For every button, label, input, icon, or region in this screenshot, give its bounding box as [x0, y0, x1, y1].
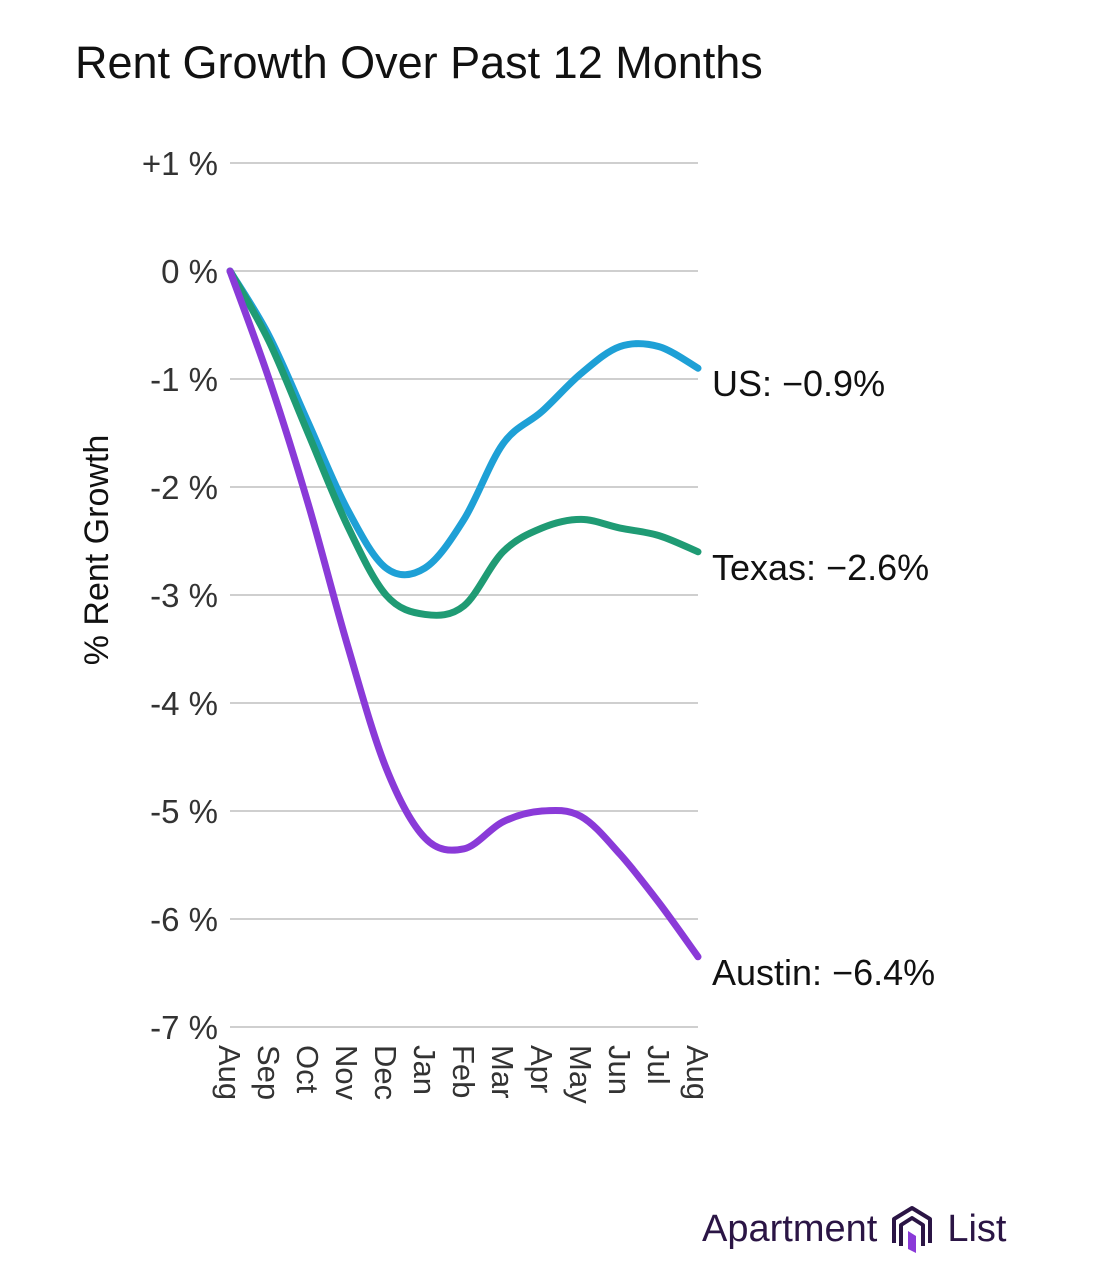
y-tick-label: 0 % [161, 253, 218, 290]
y-tick-label: -2 % [150, 469, 218, 506]
x-tick-label: Nov [329, 1045, 364, 1101]
brand-name-right: List [947, 1208, 1007, 1250]
x-tick-label: Sep [251, 1045, 286, 1100]
series-line-austin [226, 267, 702, 961]
x-tick-label: May [563, 1045, 598, 1104]
series-line-texas [226, 267, 702, 619]
y-tick-label: -7 % [150, 1009, 218, 1046]
series-lines [226, 267, 702, 961]
y-tick-label: -5 % [150, 793, 218, 830]
x-tick-label: Jul [641, 1045, 676, 1085]
chart-title: Rent Growth Over Past 12 Months [75, 37, 763, 88]
y-tick-label: -4 % [150, 685, 218, 722]
x-tick-label: Dec [368, 1045, 403, 1100]
end-label-austin: Austin: −6.4% [712, 952, 935, 993]
apartment-list-brand: Apartment List [702, 1203, 1006, 1255]
y-axis-label: % Rent Growth [78, 435, 116, 666]
x-tick-label: Oct [290, 1045, 325, 1094]
x-tick-label: Mar [485, 1045, 520, 1098]
x-tick-label: Apr [524, 1045, 559, 1093]
y-axis-ticks: +1 % 0 % -1 % -2 % -3 % -4 % -5 % -6 % -7 % [142, 145, 218, 1046]
brand-name-left: Apartment [702, 1208, 878, 1250]
x-tick-label: Feb [446, 1045, 481, 1098]
end-label-texas: Texas: −2.6% [712, 547, 929, 588]
x-tick-label: Jun [602, 1045, 637, 1095]
gridlines [230, 162, 698, 1028]
x-axis-ticks: Aug Sep Oct Nov Dec Jan Feb Mar Apr May Jun Jul Aug [212, 1045, 715, 1104]
y-tick-label: -1 % [150, 361, 218, 398]
x-tick-label: Aug [680, 1045, 715, 1100]
y-tick-label: +1 % [142, 145, 218, 182]
apartment-list-logo-icon [892, 1206, 933, 1253]
x-tick-label: Aug [212, 1045, 247, 1100]
y-tick-label: -6 % [150, 901, 218, 938]
series-line-us [226, 267, 702, 579]
end-labels: US: −0.9% Texas: −2.6% Austin: −6.4% [712, 363, 935, 993]
x-tick-label: Jan [407, 1045, 442, 1095]
y-tick-label: -3 % [150, 577, 218, 614]
end-label-us: US: −0.9% [712, 363, 885, 404]
